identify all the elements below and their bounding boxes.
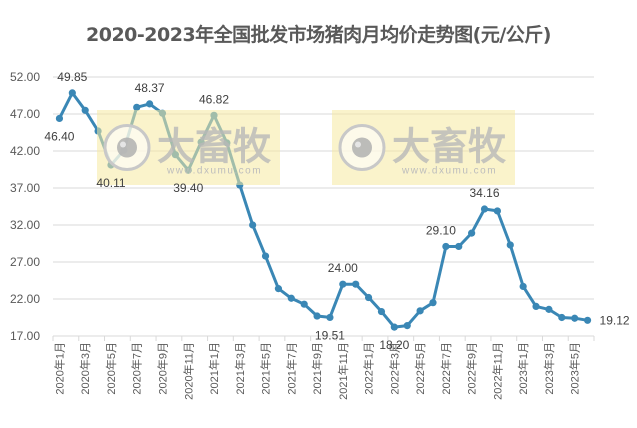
y-tick-label: 42.00	[10, 144, 40, 158]
data-point-marker	[442, 242, 450, 251]
data-point-marker	[558, 313, 566, 322]
chart-title: 2020-2023年全国批发市场猪肉月均价走势图(元/公斤)	[86, 24, 551, 46]
data-point-marker	[133, 103, 141, 111]
watermark-url: www.dxumu.com	[166, 166, 262, 177]
x-tick-label: 2020年3月	[78, 342, 92, 395]
x-axis: 2020年1月 2020年3月 2020年5月 2020年7月 2020年9月 2020年…	[52, 335, 595, 400]
x-tick-label: 2021年5月	[259, 342, 273, 395]
data-point-marker	[506, 241, 514, 249]
x-tick-label: 2023年5月	[568, 342, 582, 395]
y-tick-label: 32.00	[10, 218, 40, 232]
data-label: 49.85	[57, 70, 87, 84]
y-tick-label: 17.00	[10, 329, 40, 343]
x-tick-label: 2021年11月	[336, 342, 350, 400]
data-point-marker	[480, 205, 489, 213]
y-tick-label: 22.00	[10, 292, 40, 306]
x-tick-label: 2020年11月	[181, 342, 195, 400]
data-point-marker	[313, 312, 321, 320]
x-tick-label: 2021年3月	[233, 342, 247, 395]
data-point-marker	[339, 280, 347, 288]
data-label: 34.16	[469, 186, 499, 200]
data-point-marker	[532, 302, 540, 310]
y-tick-label: 47.00	[10, 107, 40, 121]
data-point-marker	[429, 299, 437, 307]
x-tick-label: 2022年5月	[413, 342, 427, 395]
x-tick-label: 2020年9月	[155, 342, 169, 395]
y-axis: 52.00 47.00 42.00 37.00 32.00 27.00 22.00 17.00	[10, 70, 40, 343]
x-tick-label: 2022年7月	[439, 342, 453, 395]
x-tick-label: 2021年7月	[284, 342, 298, 395]
data-label: 46.40	[44, 129, 74, 143]
watermark-brand: 大畜牧	[392, 125, 507, 169]
data-point-marker	[545, 305, 553, 313]
x-tick-label: 2022年3月	[387, 342, 401, 395]
data-point-marker	[274, 285, 283, 293]
x-tick-label: 2020年7月	[130, 342, 144, 395]
data-point-marker	[352, 280, 360, 288]
x-tick-label: 2022年1月	[362, 342, 376, 395]
data-point-marker	[403, 322, 411, 330]
y-tick-label: 37.00	[10, 181, 40, 195]
data-point-marker	[493, 207, 501, 215]
y-tick-label: 27.00	[10, 255, 40, 269]
data-point-marker	[249, 221, 257, 229]
x-tick-label: 2021年1月	[207, 342, 221, 395]
data-point-marker	[571, 314, 579, 322]
data-point-marker	[468, 229, 476, 237]
data-point-marker	[390, 323, 398, 331]
data-label: 48.37	[135, 81, 165, 95]
data-label: 18.20	[379, 338, 409, 352]
data-series	[55, 89, 592, 331]
data-label: 19.12	[600, 313, 630, 327]
y-tick-label: 52.00	[10, 70, 40, 84]
x-tick-label: 2023年3月	[542, 342, 556, 395]
data-point-marker	[68, 89, 76, 97]
data-point-marker	[300, 300, 308, 308]
x-tick-label: 2020年5月	[104, 342, 118, 395]
data-label: 29.10	[426, 223, 456, 237]
data-point-marker	[455, 242, 463, 251]
data-point-marker	[326, 313, 334, 322]
data-point-marker	[519, 282, 527, 291]
watermark-brand: 大畜牧	[157, 125, 272, 169]
data-point-marker	[81, 106, 89, 114]
data-label: 19.51	[315, 328, 345, 342]
data-point-marker	[261, 252, 270, 260]
x-tick-label: 2022年9月	[465, 342, 479, 395]
data-point-marker	[583, 316, 592, 324]
x-tick-label: 2022年11月	[490, 342, 504, 400]
data-point-marker	[146, 100, 154, 108]
data-label: 46.82	[199, 92, 229, 106]
data-point-marker	[377, 307, 386, 316]
data-point-marker	[364, 293, 373, 302]
watermark-url: www.dxumu.com	[401, 166, 497, 177]
data-point-marker	[55, 114, 64, 123]
data-label: 39.40	[173, 181, 203, 195]
data-point-marker	[416, 307, 424, 315]
data-labels: 46.40 49.85 40.11 48.37 39.40 46.82 19.51 24.00…	[44, 70, 629, 352]
data-point-marker	[287, 294, 295, 302]
data-label: 40.11	[96, 176, 125, 190]
data-label: 24.00	[328, 261, 358, 275]
x-tick-label: 2023年1月	[516, 342, 530, 395]
x-tick-label: 2021年9月	[310, 342, 324, 395]
x-tick-label: 2020年1月	[52, 342, 66, 395]
